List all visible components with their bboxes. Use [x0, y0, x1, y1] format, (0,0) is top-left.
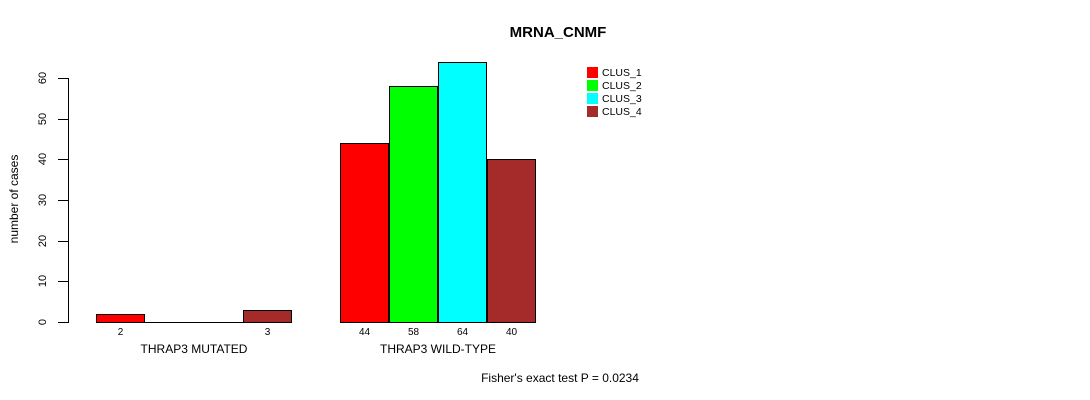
- bar-value-label: 2: [117, 327, 124, 338]
- legend-label: CLUS_4: [602, 105, 642, 118]
- legend-item: CLUS_2: [587, 79, 642, 92]
- y-tick-label: 0: [37, 318, 49, 326]
- bar-value-label: 58: [407, 327, 420, 338]
- y-tick: [58, 322, 68, 323]
- x-group-label: THRAP3 MUTATED: [140, 342, 248, 356]
- y-tick-label: 40: [37, 152, 49, 166]
- bar-value-label: 64: [456, 327, 469, 338]
- chart-title: MRNA_CNMF: [509, 24, 607, 41]
- y-tick: [58, 119, 68, 120]
- y-tick-label: 50: [37, 112, 49, 126]
- bar-value-label: 3: [264, 327, 271, 338]
- x-group-label: THRAP3 WILD-TYPE: [379, 342, 497, 356]
- y-tick-label: 30: [37, 193, 49, 207]
- legend-swatch-clus_4: [587, 106, 598, 117]
- legend: CLUS_1 CLUS_2 CLUS_3 CLUS_4: [587, 66, 642, 118]
- legend-swatch-clus_3: [587, 93, 598, 104]
- legend-item: CLUS_4: [587, 105, 642, 118]
- bar-clus-1: [96, 314, 145, 323]
- y-tick: [58, 159, 68, 160]
- stats-caption: Fisher's exact test P = 0.0234: [481, 371, 639, 385]
- legend-item: CLUS_3: [587, 92, 642, 105]
- y-tick: [58, 78, 68, 79]
- legend-label: CLUS_1: [602, 66, 642, 79]
- y-tick: [58, 241, 68, 242]
- y-axis-label: number of cases: [7, 154, 21, 244]
- bar-clus-1: [340, 143, 389, 323]
- bar-clus-2: [389, 86, 438, 323]
- legend-label: CLUS_2: [602, 79, 642, 92]
- bar-value-label: 44: [358, 327, 371, 338]
- bar-clus-4: [487, 159, 536, 323]
- legend-item: CLUS_1: [587, 66, 642, 79]
- y-tick-label: 10: [37, 274, 49, 288]
- legend-swatch-clus_2: [587, 80, 598, 91]
- y-tick-label: 60: [37, 71, 49, 85]
- y-axis-line: [68, 78, 69, 323]
- legend-swatch-clus_1: [587, 67, 598, 78]
- y-tick: [58, 281, 68, 282]
- y-tick: [58, 200, 68, 201]
- bar-clus-3: [438, 62, 487, 323]
- bar-value-label: 40: [505, 327, 518, 338]
- y-tick-label: 20: [37, 234, 49, 248]
- bar-clus-3: [194, 322, 243, 323]
- bar-clus-4: [243, 310, 292, 323]
- bar-clus-2: [145, 322, 194, 323]
- legend-label: CLUS_3: [602, 92, 642, 105]
